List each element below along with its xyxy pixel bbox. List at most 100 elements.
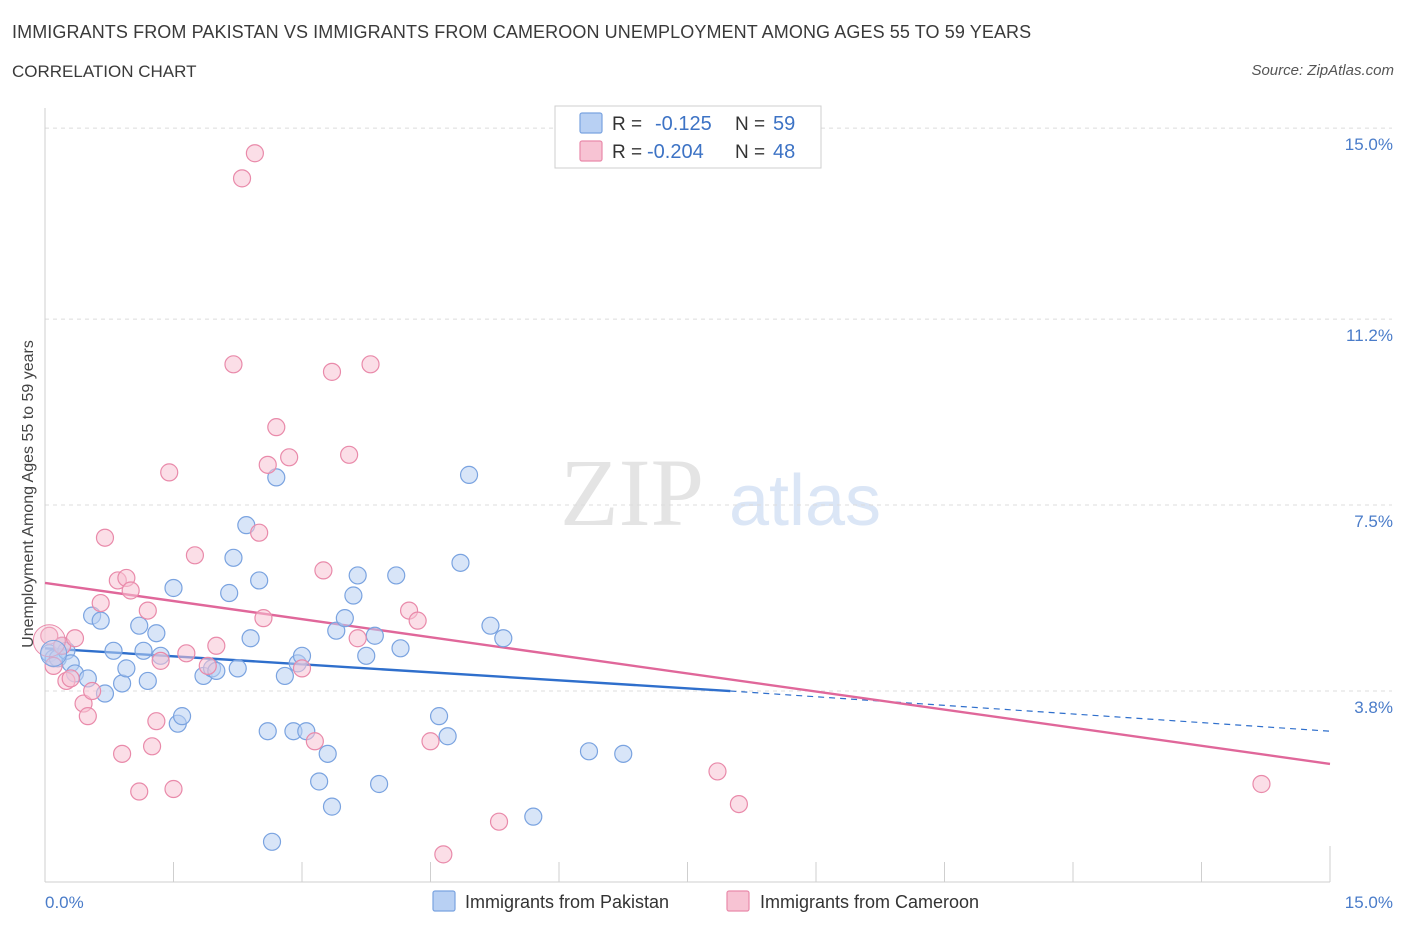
point-pakistan-34	[275, 666, 294, 686]
legend-r-value-1: -0.125	[655, 113, 712, 135]
point-cameroon-46	[708, 762, 727, 781]
x-tick-label-1: 15.0%	[1345, 893, 1393, 912]
point-pakistan-15	[134, 641, 153, 660]
point-pakistan-30	[250, 571, 269, 590]
x-tick-label-0: 0.0%	[45, 893, 84, 912]
point-cameroon-27	[232, 169, 252, 188]
watermark-zip: ZIP	[560, 439, 704, 546]
point-pakistan-33	[267, 468, 286, 487]
correlation-legend: R = -0.125 N = 59 R = -0.204 N = 48	[554, 105, 822, 169]
point-cameroon-28	[245, 144, 264, 163]
series-legend: Immigrants from Pakistan Immigrants from…	[432, 890, 979, 912]
point-cameroon-38	[340, 445, 359, 464]
point-pakistan-13	[117, 659, 136, 678]
point-cameroon-21	[164, 779, 183, 799]
point-pakistan-27	[228, 659, 247, 678]
point-pakistan-40	[318, 744, 337, 763]
series-legend-label-cameroon: Immigrants from Cameroon	[760, 892, 979, 912]
point-cameroon-47	[729, 794, 749, 814]
axes: 3.8% 7.5% 11.2% 15.0% 0.0% 15.0%	[44, 108, 1393, 912]
point-cameroon-16	[138, 601, 157, 620]
point-cameroon-9	[91, 593, 110, 613]
point-cameroon-15	[130, 782, 149, 801]
legend-r-value-2: -0.204	[647, 141, 704, 163]
series-legend-label-pakistan: Immigrants from Pakistan	[465, 892, 669, 912]
point-cameroon-23	[185, 546, 205, 565]
point-pakistan-29	[241, 629, 260, 648]
chart-title: IMMIGRANTS FROM PAKISTAN VS IMMIGRANTS F…	[12, 22, 1032, 42]
point-pakistan-51	[429, 707, 449, 726]
point-cameroon-36	[314, 561, 333, 580]
point-cameroon-12	[112, 744, 132, 763]
point-pakistan-17	[147, 624, 166, 643]
legend-n-value-1: 59	[773, 113, 795, 135]
point-cameroon-24	[198, 656, 217, 675]
legend-swatch-pakistan	[579, 112, 603, 134]
point-cameroon-8	[83, 681, 102, 701]
legend-r-label-2: R =	[612, 142, 642, 163]
legend-n-value-2: 48	[773, 141, 795, 163]
series-legend-swatch-pakistan	[432, 890, 456, 912]
point-cameroon-26	[224, 355, 243, 374]
point-pakistan-41	[322, 797, 342, 816]
point-cameroon-30	[254, 609, 273, 628]
point-cameroon-29	[250, 523, 269, 542]
point-cluster-pakistan	[40, 639, 68, 667]
point-pakistan-9	[91, 611, 110, 630]
point-pakistan-47	[365, 626, 384, 645]
point-pakistan-54	[459, 465, 479, 484]
point-cameroon-40	[361, 355, 380, 374]
point-cameroon-17	[142, 737, 162, 756]
point-cameroon-32	[267, 418, 286, 437]
grid-lines	[45, 127, 1392, 692]
point-pakistan-55	[481, 616, 500, 635]
point-pakistan-39	[310, 772, 329, 791]
point-pakistan-32	[262, 832, 282, 851]
y-tick-label-2: 11.2%	[1346, 326, 1393, 345]
legend-n-label-1: N =	[735, 114, 765, 135]
point-cameroon-45	[489, 812, 509, 831]
data-points	[32, 144, 1271, 864]
watermark-atlas: atlas	[729, 461, 881, 541]
point-cameroon-37	[322, 362, 342, 381]
point-cameroon-39	[348, 629, 367, 648]
legend-n-label-2: N =	[735, 142, 765, 163]
y-axis-label: Unemployment Among Ages 55 to 59 years	[20, 340, 37, 648]
series-legend-swatch-cameroon	[726, 890, 750, 912]
point-cameroon-14	[121, 581, 140, 600]
point-cameroon-20	[160, 463, 179, 482]
point-cameroon-7	[78, 707, 97, 726]
point-cameroon-34	[292, 659, 312, 678]
point-pakistan-52	[438, 727, 457, 746]
point-cameroon-48	[1252, 774, 1271, 794]
point-pakistan-43	[335, 609, 354, 628]
point-cameroon-25	[207, 636, 226, 655]
point-pakistan-50	[391, 639, 410, 658]
point-cameroon-18	[147, 712, 166, 731]
point-cameroon-4	[61, 669, 80, 688]
point-pakistan-14	[130, 616, 149, 635]
point-pakistan-44	[344, 586, 363, 605]
point-pakistan-25	[220, 583, 239, 603]
point-cameroon-43	[421, 732, 440, 751]
y-tick-label-1: 7.5%	[1354, 512, 1393, 531]
point-pakistan-19	[164, 578, 183, 598]
point-pakistan-48	[370, 774, 389, 794]
point-cameroon-5	[65, 629, 85, 648]
point-pakistan-11	[104, 641, 123, 660]
point-cameroon-10	[95, 528, 115, 547]
point-cameroon-33	[280, 448, 299, 467]
point-cameroon-22	[177, 644, 196, 663]
point-pakistan-49	[387, 566, 406, 585]
legend-swatch-cameroon	[579, 140, 603, 162]
point-cameroon-19	[151, 651, 170, 670]
point-pakistan-46	[357, 646, 376, 665]
point-pakistan-56	[494, 629, 513, 648]
point-pakistan-21	[172, 707, 192, 726]
point-pakistan-26	[224, 548, 243, 567]
point-cameroon-35	[305, 732, 324, 751]
chart-subtitle: CORRELATION CHART	[12, 62, 197, 81]
point-pakistan-12	[112, 674, 132, 693]
point-cameroon-31	[258, 455, 277, 474]
